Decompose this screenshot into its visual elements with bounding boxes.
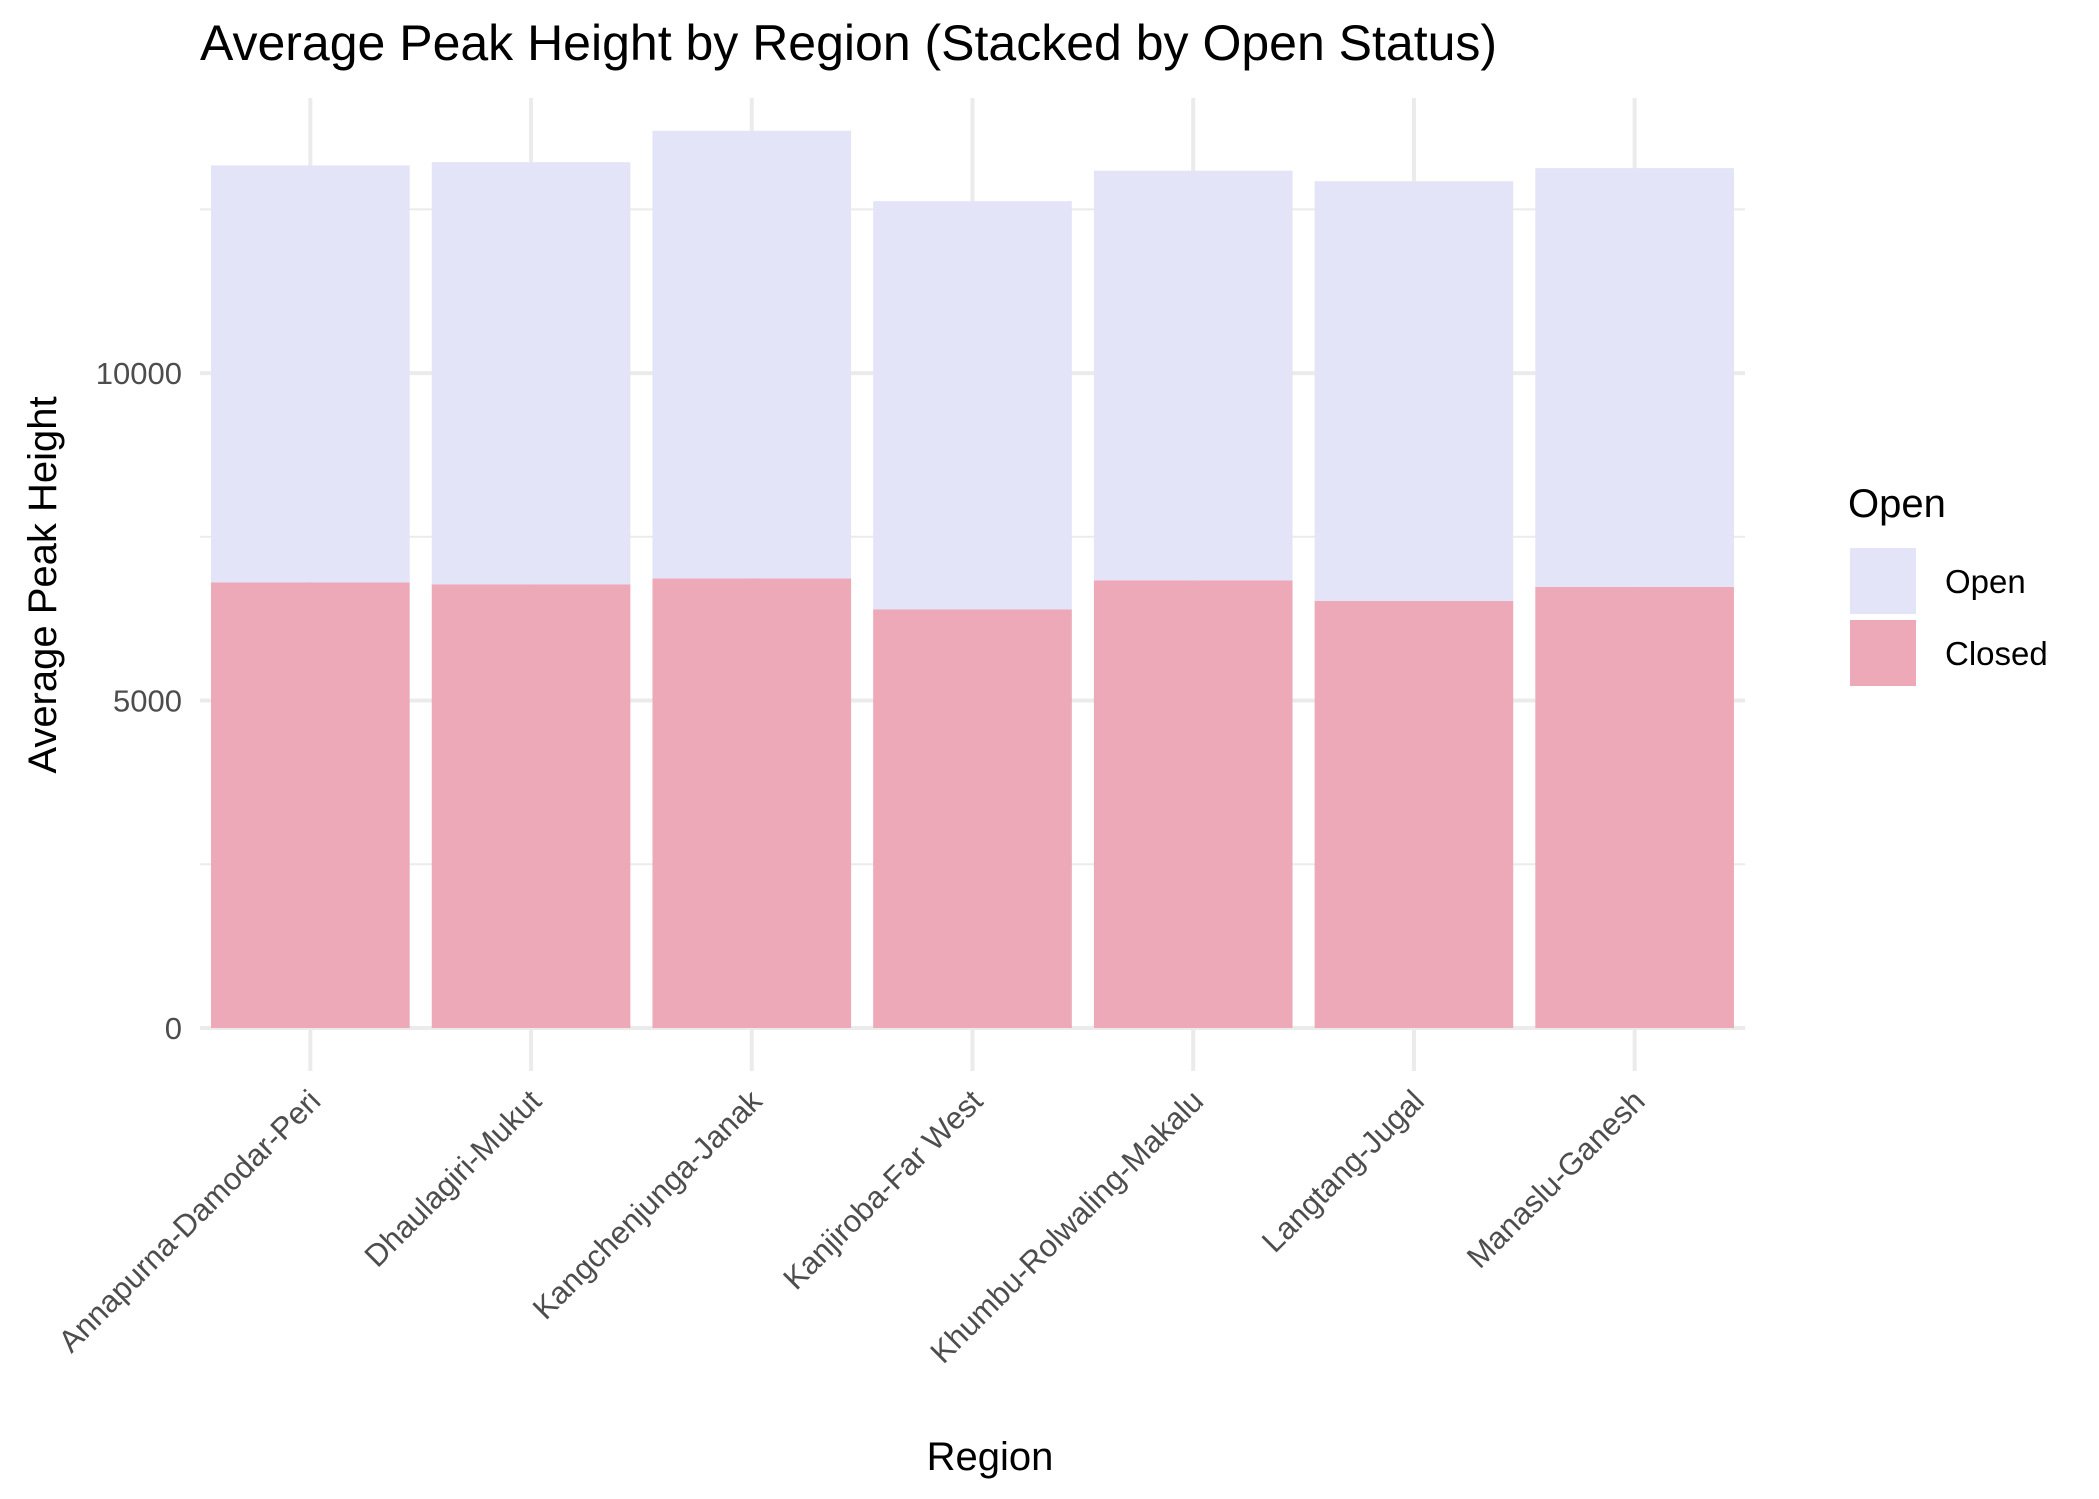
bar-open bbox=[431, 162, 631, 585]
x-tick-label: Dhaulagiri-Mukut bbox=[358, 1083, 549, 1274]
x-tick-label: Kangchenjunga-Janak bbox=[526, 1083, 769, 1326]
y-tick-label: 5000 bbox=[113, 684, 182, 719]
x-axis-title: Region bbox=[927, 1435, 1054, 1479]
bar-closed bbox=[1535, 586, 1734, 1028]
bar-open bbox=[1314, 181, 1514, 601]
bar-open bbox=[1093, 170, 1293, 581]
x-tick-label: Manaslu-Ganesh bbox=[1460, 1083, 1652, 1275]
chart-title: Average Peak Height by Region (Stacked b… bbox=[200, 15, 1497, 71]
legend-key-open bbox=[1850, 548, 1916, 614]
legend-label-open: Open bbox=[1945, 563, 2026, 600]
y-axis-title: Average Peak Height bbox=[21, 396, 65, 773]
bar-closed bbox=[431, 584, 631, 1028]
bar-open bbox=[1535, 168, 1734, 587]
legend-label-closed: Closed bbox=[1945, 635, 2048, 672]
legend-key-closed bbox=[1850, 620, 1916, 686]
bar-closed bbox=[873, 609, 1072, 1028]
bar-open bbox=[873, 201, 1072, 610]
y-tick-label: 0 bbox=[165, 1011, 182, 1046]
bar-closed bbox=[1314, 600, 1514, 1028]
bar-open bbox=[211, 165, 410, 583]
bar-closed bbox=[652, 578, 852, 1028]
legend-items: Open Closed bbox=[1850, 548, 2048, 686]
bar-open bbox=[652, 130, 852, 579]
bar-closed bbox=[1093, 580, 1293, 1028]
legend-title: Open bbox=[1848, 482, 1946, 526]
x-tick-label: Langtang-Jugal bbox=[1255, 1083, 1431, 1259]
bars bbox=[211, 130, 1734, 1028]
x-tick-label: Annapurna-Damodar-Peri bbox=[52, 1083, 328, 1359]
y-axis-ticks: 0 5000 10000 bbox=[96, 356, 182, 1046]
y-tick-label: 10000 bbox=[96, 356, 182, 391]
x-tick-label: Kanjiroba-Far West bbox=[776, 1083, 989, 1296]
bar-closed bbox=[211, 582, 410, 1028]
x-axis-ticks: Annapurna-Damodar-Peri Dhaulagiri-MukutKa… bbox=[52, 1083, 1652, 1370]
legend: Open Open Closed bbox=[1848, 482, 2048, 686]
